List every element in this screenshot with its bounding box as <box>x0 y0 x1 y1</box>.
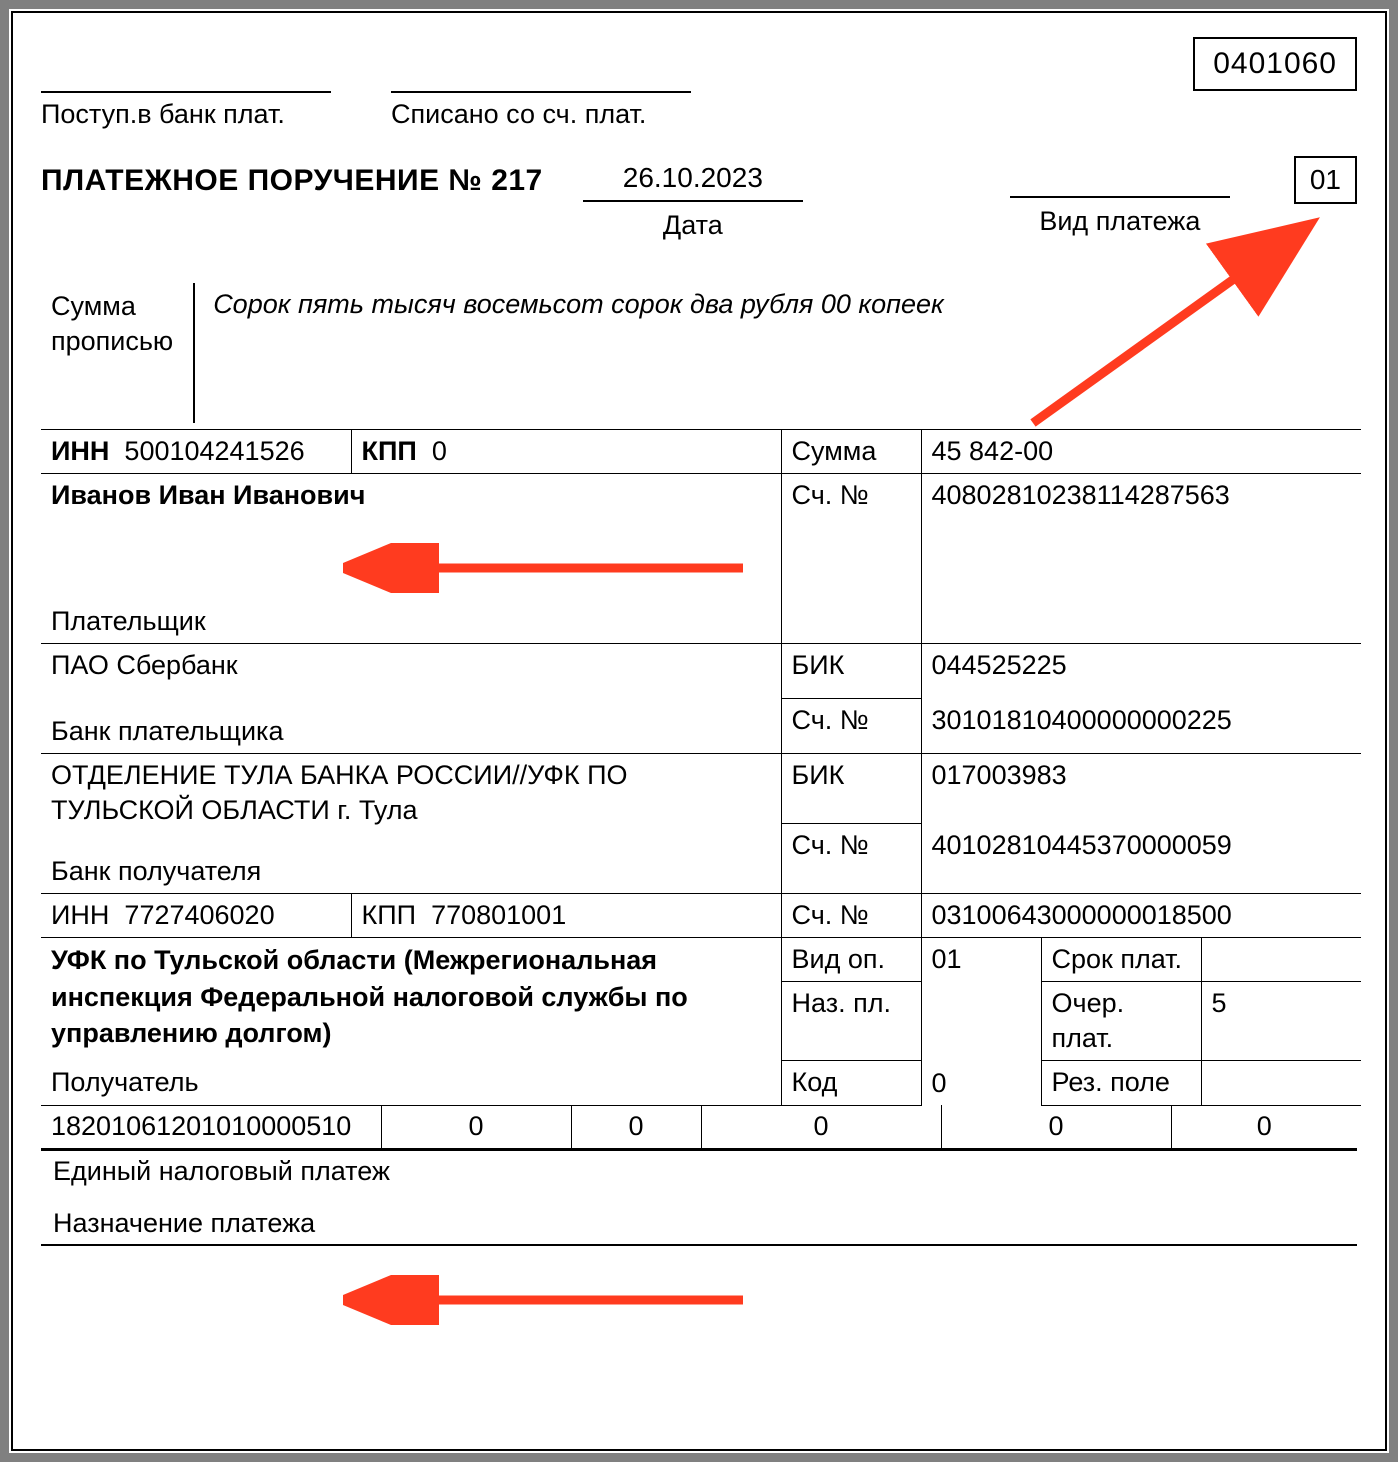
received-bank-blank <box>41 37 331 93</box>
recipient-bank-bik-label: БИК <box>781 754 921 824</box>
payer-account-value-cell: 40802810238114287563 <box>921 474 1361 644</box>
srok-plat-label: Срок плат. <box>1041 938 1201 982</box>
recipient-kpp-value: 770801001 <box>431 900 566 930</box>
recipient-acc-label: Сч. № <box>781 894 921 938</box>
recipient-bank-bik-value: 017003983 <box>921 754 1361 824</box>
kod-label: Код <box>781 1061 921 1105</box>
payer-bank-acc-label: Сч. № <box>781 699 921 754</box>
payer-kpp-label: КПП <box>362 436 417 466</box>
date-value: 26.10.2023 <box>583 156 803 202</box>
form-code: 0401060 <box>1193 37 1357 91</box>
amount-words-label: Сумма прописью <box>41 283 193 423</box>
debited-blank <box>391 37 691 93</box>
recipient-kpp-label: КПП <box>362 900 417 930</box>
header-row: Поступ.в банк плат. Списано со сч. плат.… <box>41 37 1357 130</box>
budget-v5: 0 <box>1171 1105 1357 1149</box>
payer-bank-bik-label: БИК <box>781 644 921 699</box>
payer-name: Иванов Иван Иванович <box>51 478 771 513</box>
kod-value-text: 0 <box>932 1066 947 1101</box>
document-title: ПЛАТЕЖНОЕ ПОРУЧЕНИЕ № 217 <box>41 156 543 198</box>
amount-words-text: Сорок пять тысяч восемьсот сорок два руб… <box>195 283 1357 423</box>
title-row: ПЛАТЕЖНОЕ ПОРУЧЕНИЕ № 217 26.10.2023 Дат… <box>41 156 1357 241</box>
budget-row: 18201061201010000510 0 0 0 0 0 <box>41 1105 1357 1149</box>
recipient-inn-cell: ИНН 7727406020 <box>41 894 351 938</box>
status-code: 01 <box>1294 156 1357 204</box>
payer-inn-label: ИНН <box>51 436 109 466</box>
vid-op-val-text: 01 <box>932 942 1031 977</box>
recipient-kpp-cell: КПП 770801001 <box>351 894 781 938</box>
kbk-cell: 18201061201010000510 <box>41 1105 381 1149</box>
recipient-name: УФК по Тульской области (Межрегиональная… <box>51 942 771 1051</box>
vid-op-label: Вид оп. <box>781 938 921 982</box>
purpose-label: Назначение платежа <box>41 1192 1357 1246</box>
amount-label-cell: Сумма <box>781 430 921 474</box>
payer-bank-label: Банк плательщика <box>51 714 283 749</box>
date-block: 26.10.2023 Дата <box>583 156 803 241</box>
payer-kpp-value: 0 <box>432 436 447 466</box>
payment-type-block: Вид платежа <box>1010 156 1230 237</box>
recipient-inn-label: ИНН <box>51 900 109 930</box>
recipient-bank-name: ОТДЕЛЕНИЕ ТУЛА БАНКА РОССИИ//УФК ПО ТУЛЬ… <box>51 758 771 828</box>
amount-value-cell: 45 842-00 <box>921 430 1361 474</box>
debited-label: Списано со сч. плат. <box>391 93 691 130</box>
payer-bank-cell: ПАО Сбербанк Банк плательщика <box>41 644 781 754</box>
payer-name-cell: Иванов Иван Иванович Плательщик <box>41 474 781 644</box>
ocher-plat-label: Очер. плат. <box>1041 982 1201 1061</box>
payer-kpp-cell: КПП 0 <box>351 430 781 474</box>
payment-type-blank <box>1010 156 1230 198</box>
payer-bank-name: ПАО Сбербанк <box>51 648 771 683</box>
recipient-bank-cell: ОТДЕЛЕНИЕ ТУЛА БАНКА РОССИИ//УФК ПО ТУЛЬ… <box>41 754 781 894</box>
payer-inn-value: 500104241526 <box>124 436 304 466</box>
purpose-block: Единый налоговый платеж Назначение плате… <box>41 1149 1357 1246</box>
amount-words-label-1: Сумма <box>51 291 136 321</box>
budget-v4: 0 <box>941 1105 1171 1149</box>
amount-words-label-2: прописью <box>51 326 173 356</box>
purpose-text: Единый налоговый платеж <box>41 1149 1357 1192</box>
budget-v1: 0 <box>381 1105 571 1149</box>
recipient-label: Получатель <box>51 1065 199 1100</box>
amount-words-row: Сумма прописью Сорок пять тысяч восемьсо… <box>41 283 1357 423</box>
recipient-bank-acc-value: 40102810445370000059 <box>921 824 1361 894</box>
vid-op-value: 01 0 <box>921 938 1041 1105</box>
received-bank-label: Поступ.в банк плат. <box>41 93 331 130</box>
payer-bank-acc-value: 30101810400000000225 <box>921 699 1361 754</box>
rez-pole-label: Рез. поле <box>1041 1061 1201 1105</box>
recipient-name-cell: УФК по Тульской области (Межрегиональная… <box>41 938 781 1105</box>
rez-pole-value <box>1201 1061 1361 1105</box>
payer-label: Плательщик <box>51 604 206 639</box>
budget-v3: 0 <box>701 1105 941 1149</box>
recipient-bank-label: Банк получателя <box>51 854 261 889</box>
annotation-arrow-purpose <box>343 1275 763 1325</box>
ocher-plat-value: 5 <box>1201 982 1361 1061</box>
payer-inn-cell: ИНН 500104241526 <box>41 430 351 474</box>
recipient-inn-value: 7727406020 <box>124 900 274 930</box>
payment-grid: ИНН 500104241526 КПП 0 Сумма 45 842-00 И… <box>41 429 1361 1106</box>
budget-v2: 0 <box>571 1105 701 1149</box>
payer-account-label-cell: Сч. № <box>781 474 921 644</box>
naz-pl-label: Наз. пл. <box>781 982 921 1061</box>
payer-bank-bik-value: 044525225 <box>921 644 1361 699</box>
date-label: Дата <box>583 202 803 241</box>
payment-type-label: Вид платежа <box>1010 198 1230 237</box>
srok-plat-value <box>1201 938 1361 982</box>
recipient-acc-value: 03100643000000018500 <box>921 894 1361 938</box>
recipient-bank-acc-label: Сч. № <box>781 824 921 894</box>
